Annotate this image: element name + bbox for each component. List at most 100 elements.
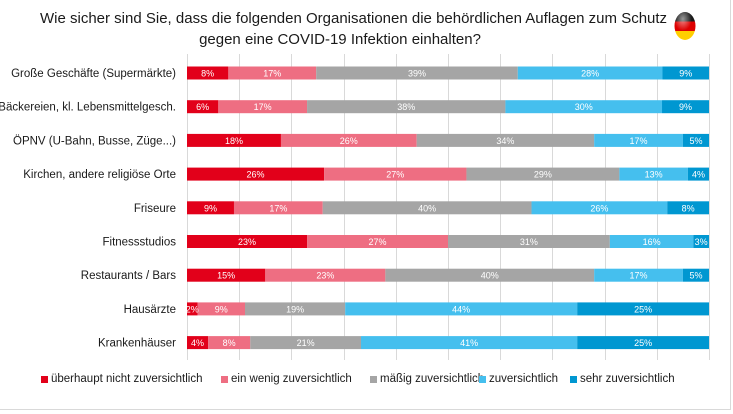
value-label: 18%	[225, 136, 243, 146]
bar-segment	[187, 268, 266, 282]
bar-segment	[466, 167, 620, 181]
legend-item: mäßig zuversichtlich	[370, 373, 484, 385]
bar-segment	[307, 100, 506, 114]
value-label: 26%	[247, 170, 265, 180]
bar-segment	[687, 167, 709, 181]
legend-item: überhaupt nicht zuversichtlich	[41, 373, 203, 385]
value-label: 4%	[191, 338, 204, 348]
value-label: 2%	[186, 304, 199, 314]
legend-item: zuversichtlich	[479, 373, 558, 385]
category-label: ÖPNV (U-Bahn, Busse, Züge...)	[13, 135, 176, 147]
value-label: 19%	[286, 304, 304, 314]
value-label: 9%	[679, 69, 692, 79]
value-label: 26%	[590, 203, 608, 213]
bar-segment	[594, 268, 683, 282]
bar-segment	[385, 268, 595, 282]
bar-segment	[265, 268, 386, 282]
value-label: 17%	[254, 102, 272, 112]
value-label: 17%	[263, 69, 281, 79]
value-label: 4%	[692, 170, 705, 180]
value-label: 8%	[682, 203, 695, 213]
value-label: 21%	[297, 338, 315, 348]
category-label: Fitnessstudios	[102, 237, 176, 249]
category-label: Hausärzte	[124, 304, 176, 316]
category-label: Kirchen, andere religiöse Orte	[23, 169, 176, 181]
category-label: Krankenhäuser	[98, 338, 176, 350]
value-label: 9%	[215, 304, 228, 314]
value-label: 39%	[408, 69, 426, 79]
bars	[187, 66, 709, 350]
value-label: 17%	[630, 136, 648, 146]
chart-title-line-1: Wie sicher sind Sie, dass die folgenden …	[40, 10, 668, 27]
bar-segment	[682, 133, 709, 147]
value-label: 23%	[238, 237, 256, 247]
value-label: 34%	[496, 136, 514, 146]
bar-segment	[187, 336, 209, 350]
value-label: 3%	[695, 237, 708, 247]
value-label: 17%	[630, 271, 648, 281]
category-label: Restaurants / Bars	[81, 270, 176, 282]
bar-segment	[307, 235, 448, 248]
value-label: 26%	[340, 136, 358, 146]
bar-segment	[693, 235, 709, 248]
value-label: 9%	[679, 102, 692, 112]
bar-segment	[609, 235, 694, 248]
value-label: 25%	[634, 304, 652, 314]
bar-segment	[187, 66, 229, 80]
value-label: 8%	[223, 338, 236, 348]
value-label: 16%	[643, 237, 661, 247]
chart-title-line-2: gegen eine COVID-19 Infektion einhalten?	[199, 31, 481, 48]
legend-item: ein wenig zuversichtlich	[221, 373, 352, 385]
bar-segment	[531, 201, 668, 215]
bar-segment	[577, 302, 709, 316]
value-label: 5%	[689, 271, 702, 281]
bar-segment	[280, 133, 417, 147]
value-label: 23%	[316, 271, 334, 281]
bar-segment	[316, 66, 518, 80]
bar-segment	[187, 167, 325, 181]
bar-segment	[448, 235, 610, 248]
category-labels: Große Geschäfte (Supermärkte) Bäckereien,…	[0, 68, 176, 350]
bar-segment	[233, 201, 323, 215]
chart-title: Wie sicher sind Sie, dass die folgenden …	[40, 8, 668, 50]
bar-segment	[322, 201, 532, 215]
bar-segment	[662, 100, 709, 114]
value-label: 6%	[196, 102, 209, 112]
bar-segment	[594, 133, 683, 147]
value-label: 40%	[481, 271, 499, 281]
value-label: 29%	[534, 170, 552, 180]
bar-segment	[577, 336, 709, 350]
legend-item: sehr zuversichtlich	[570, 373, 675, 385]
value-label: 31%	[520, 237, 538, 247]
value-label: 28%	[581, 69, 599, 79]
legend-label: zuversichtlich	[489, 373, 559, 385]
bar-segment	[187, 133, 281, 147]
bar-segment	[667, 201, 709, 215]
bar-segment	[250, 336, 361, 350]
bar-segment	[682, 268, 709, 282]
bar-segment	[517, 66, 663, 80]
value-label: 15%	[217, 271, 235, 281]
bar-segment	[218, 100, 308, 114]
legend-label: mäßig zuversichtlich	[380, 373, 485, 385]
value-label: 44%	[452, 304, 470, 314]
value-label: 27%	[386, 170, 404, 180]
bar-segment	[187, 201, 234, 215]
bar-segment	[416, 133, 595, 147]
value-label: 8%	[201, 69, 214, 79]
value-label: 30%	[575, 102, 593, 112]
value-label: 27%	[369, 237, 387, 247]
legend-swatch	[41, 375, 48, 383]
bar-segment	[324, 167, 467, 181]
legend-label: überhaupt nicht zuversichtlich	[51, 373, 203, 385]
legend: überhaupt nicht zuversichtlich ein wenig …	[0, 373, 733, 393]
bar-segment	[345, 302, 578, 316]
bar-segment	[187, 100, 219, 114]
value-label: 41%	[460, 338, 478, 348]
value-label: 9%	[204, 203, 217, 213]
legend-swatch	[370, 375, 377, 383]
value-label: 17%	[269, 203, 287, 213]
legend-swatch	[479, 375, 486, 383]
